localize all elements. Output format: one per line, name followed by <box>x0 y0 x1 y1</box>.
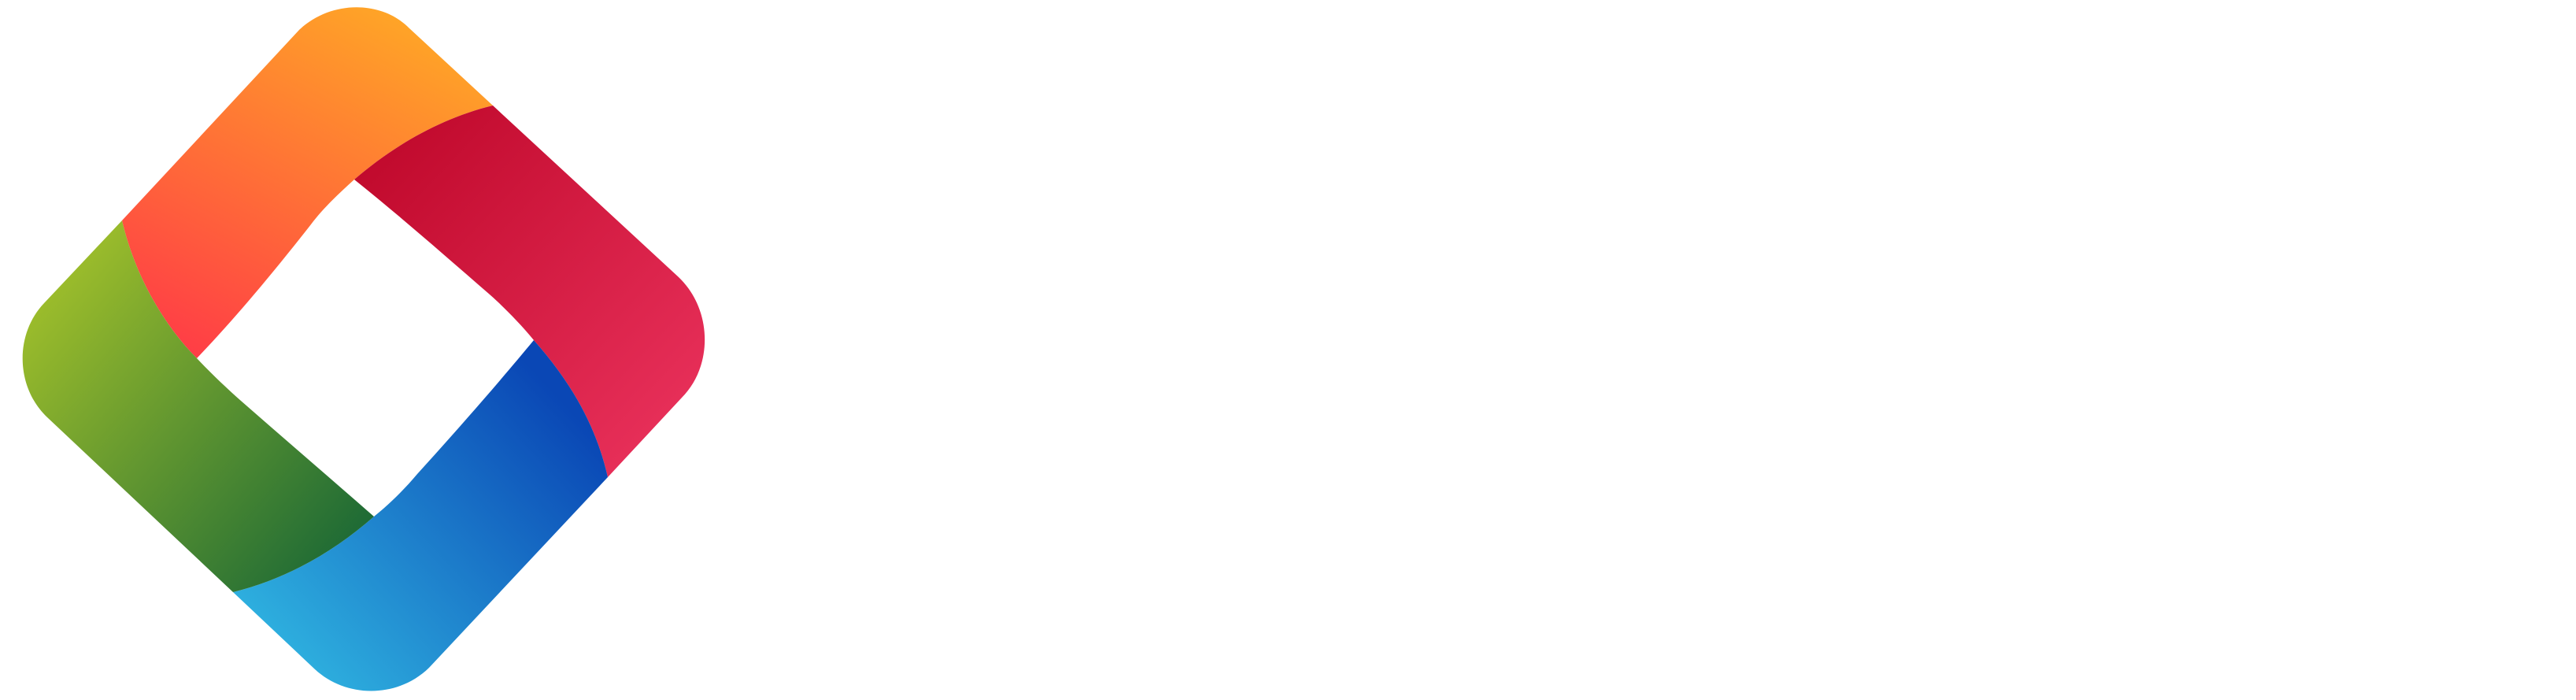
logo-segment-orange <box>122 7 493 358</box>
four-color-diamond-logo-icon <box>22 7 705 691</box>
logo-segment-green <box>22 220 374 592</box>
logo-mark <box>0 0 724 700</box>
logo-segment-red <box>354 106 705 477</box>
logo-segment-blue <box>233 340 608 691</box>
blank-background-area <box>724 0 2576 700</box>
